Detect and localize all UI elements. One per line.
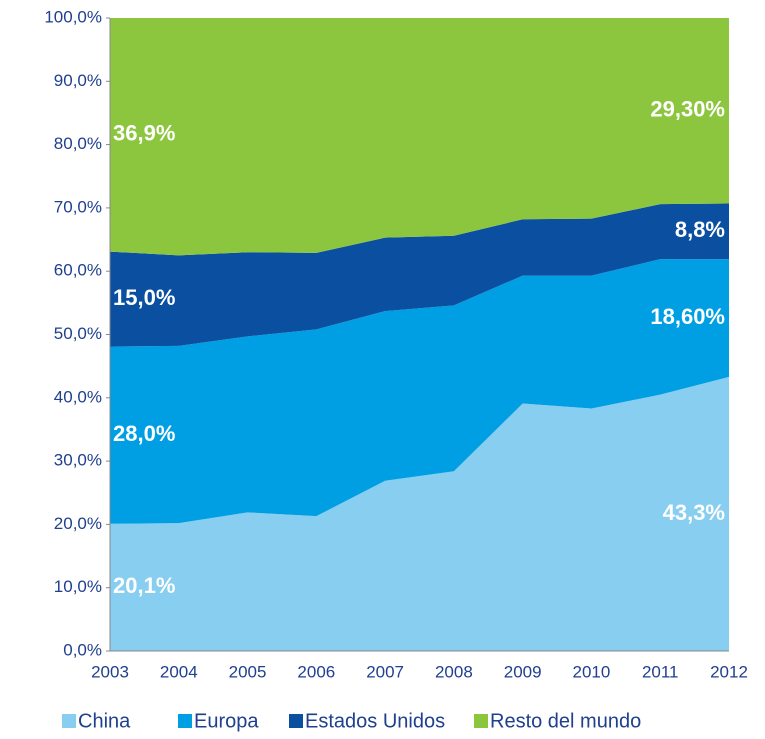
data-label: 29,30%	[650, 97, 725, 122]
legend-swatch	[474, 714, 488, 728]
area	[110, 376, 729, 651]
x-tick-label: 2003	[91, 662, 129, 681]
y-tick-label: 100,0%	[44, 7, 102, 26]
x-tick-label: 2010	[573, 662, 611, 681]
y-tick-label: 10,0%	[54, 577, 102, 596]
data-label: 28,0%	[113, 421, 175, 446]
y-tick-label: 40,0%	[54, 387, 102, 406]
x-tick-label: 2011	[642, 662, 679, 681]
x-tick-label: 2012	[710, 662, 748, 681]
x-tick-label: 2009	[504, 662, 542, 681]
x-tick-label: 2008	[435, 662, 473, 681]
data-label: 8,8%	[675, 217, 725, 242]
area	[110, 259, 729, 524]
y-tick-label: 70,0%	[54, 197, 102, 216]
legend-label: Resto del mundo	[490, 710, 641, 732]
data-label: 36,9%	[113, 121, 175, 146]
y-tick-label: 50,0%	[54, 324, 102, 343]
y-tick-label: 0,0%	[63, 640, 102, 659]
data-label: 20,1%	[113, 573, 175, 598]
x-tick-label: 2006	[297, 662, 335, 681]
legend-swatch	[62, 714, 76, 728]
x-tick-label: 2004	[160, 662, 198, 681]
legend-swatch	[289, 714, 303, 728]
x-tick-label: 2005	[229, 662, 267, 681]
data-label: 18,60%	[650, 304, 725, 329]
data-label: 43,3%	[663, 500, 725, 525]
y-tick-label: 30,0%	[54, 451, 102, 470]
x-tick-label: 2007	[366, 662, 404, 681]
area	[110, 18, 729, 256]
legend-label: Estados Unidos	[305, 710, 445, 732]
legend-swatch	[178, 714, 192, 728]
legend-label: China	[78, 710, 131, 732]
legend-label: Europa	[194, 710, 259, 732]
y-tick-label: 60,0%	[54, 261, 102, 280]
y-tick-label: 80,0%	[54, 134, 102, 153]
area	[110, 203, 729, 347]
data-label: 15,0%	[113, 285, 175, 310]
y-tick-label: 20,0%	[54, 514, 102, 533]
y-tick-label: 90,0%	[54, 71, 102, 90]
